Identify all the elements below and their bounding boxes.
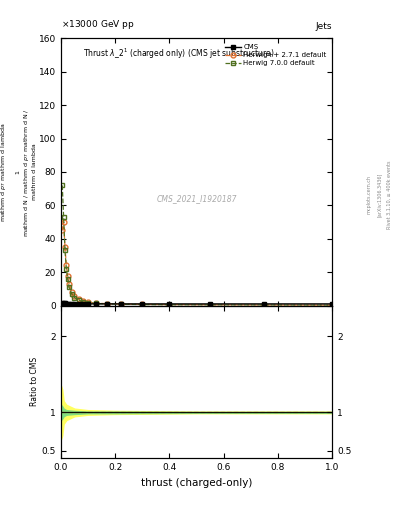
- Y-axis label: Ratio to CMS: Ratio to CMS: [30, 357, 39, 407]
- Text: Thrust $\lambda\_2^1$ (charged only) (CMS jet substructure): Thrust $\lambda\_2^1$ (charged only) (CM…: [83, 47, 274, 61]
- Text: [arXiv:1306.3436]: [arXiv:1306.3436]: [377, 173, 382, 217]
- Text: Rivet 3.1.10, ≥ 400k events: Rivet 3.1.10, ≥ 400k events: [387, 160, 391, 229]
- Text: $\times$13000 GeV pp: $\times$13000 GeV pp: [61, 18, 134, 31]
- Legend: CMS, Herwig++ 2.7.1 default, Herwig 7.0.0 default: CMS, Herwig++ 2.7.1 default, Herwig 7.0.…: [223, 42, 329, 68]
- Y-axis label: mathrm d$^2$N
mathrm d $p_T$ mathrm d lambda

1
mathrm d N / mathrm d $p_T$ math: mathrm d$^2$N mathrm d $p_T$ mathrm d la…: [0, 108, 37, 237]
- Text: mcplots.cern.ch: mcplots.cern.ch: [367, 175, 372, 214]
- Text: CMS_2021_I1920187: CMS_2021_I1920187: [156, 194, 237, 203]
- Text: Jets: Jets: [316, 22, 332, 31]
- X-axis label: thrust (charged-only): thrust (charged-only): [141, 478, 252, 487]
